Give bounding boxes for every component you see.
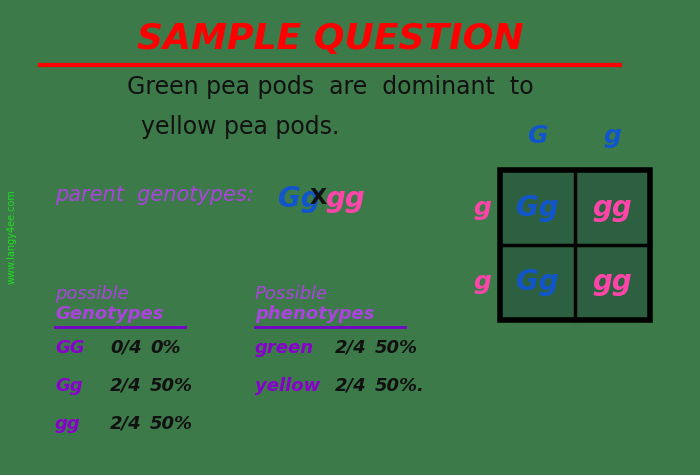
Text: yellow pea pods.: yellow pea pods. — [141, 115, 340, 139]
Text: Genotypes: Genotypes — [55, 305, 164, 323]
Text: g: g — [473, 270, 491, 294]
Text: Possible: Possible — [255, 285, 328, 303]
Text: Gg: Gg — [516, 193, 559, 221]
Text: 2/4: 2/4 — [110, 377, 141, 395]
Text: SAMPLE QUESTION: SAMPLE QUESTION — [136, 22, 524, 56]
Text: 2/4: 2/4 — [110, 415, 141, 433]
Text: gg: gg — [593, 268, 632, 296]
Text: www.langy4ee.com: www.langy4ee.com — [7, 190, 17, 285]
Text: 50%: 50% — [150, 377, 193, 395]
Text: G: G — [527, 124, 547, 148]
Text: GG: GG — [55, 339, 85, 357]
Text: Gg: Gg — [278, 185, 321, 213]
Text: 50%: 50% — [375, 339, 418, 357]
Text: Gg: Gg — [516, 268, 559, 296]
Text: 0%: 0% — [150, 339, 181, 357]
Text: g: g — [603, 124, 622, 148]
Bar — [500, 170, 650, 320]
Bar — [500, 170, 575, 245]
Text: gg: gg — [55, 415, 80, 433]
Text: yellow: yellow — [255, 377, 321, 395]
Bar — [575, 245, 650, 320]
Text: parent  genotypes:: parent genotypes: — [55, 185, 260, 205]
Text: 50%.: 50%. — [375, 377, 425, 395]
Text: green: green — [255, 339, 314, 357]
Text: 50%: 50% — [150, 415, 193, 433]
Bar — [500, 245, 575, 320]
Text: Gg: Gg — [55, 377, 83, 395]
Text: 2/4: 2/4 — [335, 377, 367, 395]
Text: X: X — [310, 188, 327, 208]
Text: gg: gg — [325, 185, 365, 213]
Text: phenotypes: phenotypes — [255, 305, 374, 323]
Text: Green pea pods  are  dominant  to: Green pea pods are dominant to — [127, 75, 533, 99]
Text: possible: possible — [55, 285, 129, 303]
Text: gg: gg — [593, 193, 632, 221]
Text: g: g — [473, 196, 491, 219]
Bar — [575, 170, 650, 245]
Text: 0/4: 0/4 — [110, 339, 141, 357]
Text: 2/4: 2/4 — [335, 339, 367, 357]
